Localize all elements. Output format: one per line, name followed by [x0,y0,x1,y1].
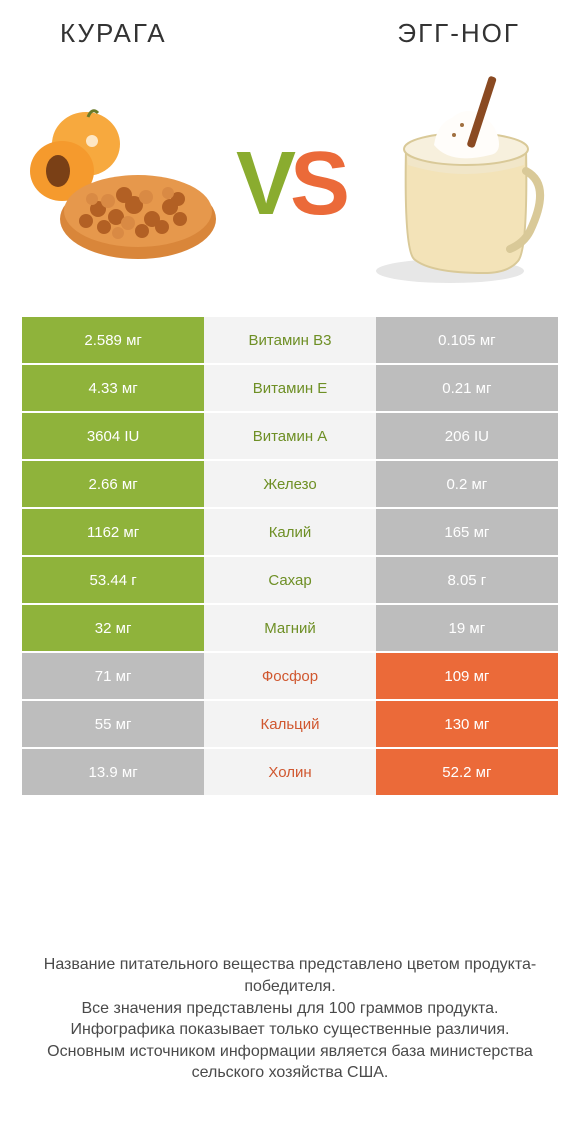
table-row: 1162 мгКалий165 мг [22,509,558,557]
nutrient-name: Железо [204,461,376,507]
table-row: 13.9 мгХолин52.2 мг [22,749,558,797]
value-right: 130 мг [376,701,558,747]
value-left: 53.44 г [22,557,204,603]
nutrient-name: Витамин A [204,413,376,459]
value-left: 2.589 мг [22,317,204,363]
value-left: 3604 IU [22,413,204,459]
table-row: 2.589 мгВитамин B30.105 мг [22,317,558,365]
nutrient-table: 2.589 мгВитамин B30.105 мг4.33 мгВитамин… [22,317,558,797]
value-left: 2.66 мг [22,461,204,507]
value-right: 19 мг [376,605,558,651]
nutrient-name: Сахар [204,557,376,603]
nutrient-name: Холин [204,749,376,795]
value-right: 109 мг [376,653,558,699]
table-row: 53.44 гСахар8.05 г [22,557,558,605]
value-left: 13.9 мг [22,749,204,795]
value-left: 55 мг [22,701,204,747]
value-right: 0.21 мг [376,365,558,411]
food-left-image [20,84,236,284]
table-row: 32 мгМагний19 мг [22,605,558,653]
nutrient-name: Калий [204,509,376,555]
value-right: 8.05 г [376,557,558,603]
title-left: КУРАГА [60,18,167,49]
food-right-image [344,84,560,284]
table-row: 3604 IUВитамин A206 IU [22,413,558,461]
header: КУРАГА ЭГГ-НОГ [0,0,580,49]
value-left: 71 мг [22,653,204,699]
table-row: 71 мгФосфор109 мг [22,653,558,701]
footnote-text: Название питательного вещества представл… [44,956,536,1081]
footnote: Название питательного вещества представл… [0,954,580,1084]
nutrient-name: Витамин E [204,365,376,411]
value-left: 1162 мг [22,509,204,555]
value-right: 52.2 мг [376,749,558,795]
vs-s: S [290,134,344,234]
value-right: 165 мг [376,509,558,555]
value-left: 4.33 мг [22,365,204,411]
value-right: 206 IU [376,413,558,459]
value-left: 32 мг [22,605,204,651]
table-row: 4.33 мгВитамин E0.21 мг [22,365,558,413]
nutrient-name: Фосфор [204,653,376,699]
value-right: 0.2 мг [376,461,558,507]
title-right: ЭГГ-НОГ [397,18,520,49]
nutrient-name: Витамин B3 [204,317,376,363]
vs-v: V [236,134,290,234]
vs-label: VS [236,133,344,236]
nutrient-name: Кальций [204,701,376,747]
nutrient-name: Магний [204,605,376,651]
hero: VS [20,59,560,309]
value-right: 0.105 мг [376,317,558,363]
table-row: 55 мгКальций130 мг [22,701,558,749]
table-row: 2.66 мгЖелезо0.2 мг [22,461,558,509]
